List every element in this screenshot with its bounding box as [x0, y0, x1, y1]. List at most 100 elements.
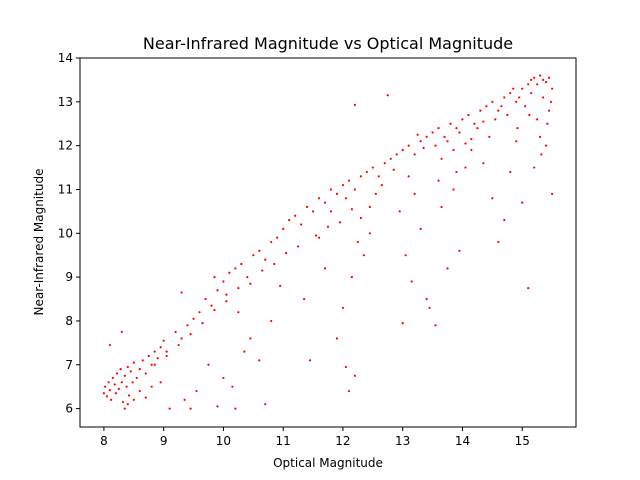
- data-point: [464, 142, 467, 145]
- data-point: [222, 280, 225, 283]
- data-point: [455, 170, 458, 174]
- data-point: [359, 216, 362, 220]
- data-point: [120, 330, 123, 333]
- data-point: [270, 240, 273, 244]
- data-point: [165, 350, 168, 353]
- data-point: [189, 407, 192, 410]
- data-point: [494, 118, 497, 121]
- data-point: [300, 223, 303, 226]
- data-point: [440, 157, 443, 160]
- data-point: [467, 113, 470, 117]
- data-point: [518, 96, 521, 99]
- x-tick-label: 11: [276, 434, 291, 448]
- data-point: [186, 324, 189, 327]
- x-tick-label: 12: [335, 434, 350, 448]
- chart-title: Near-Infrared Magnitude vs Optical Magni…: [143, 34, 513, 53]
- data-point: [117, 387, 120, 390]
- data-point: [144, 396, 147, 399]
- data-point: [551, 192, 554, 195]
- data-point: [359, 175, 362, 178]
- y-axis-label: Near-Infrared Magnitude: [32, 169, 46, 316]
- data-point: [503, 219, 506, 222]
- data-point: [398, 210, 401, 213]
- data-point: [389, 157, 392, 160]
- data-point: [246, 276, 249, 279]
- x-tick-label: 14: [455, 434, 470, 448]
- data-points: [102, 74, 554, 410]
- data-point: [153, 363, 156, 366]
- data-point: [308, 359, 312, 362]
- data-point: [443, 135, 446, 138]
- x-tick-label: 8: [100, 434, 108, 448]
- data-point: [108, 343, 111, 347]
- data-point: [168, 407, 171, 410]
- data-point: [479, 109, 482, 112]
- data-point: [115, 372, 119, 375]
- data-point: [177, 343, 180, 347]
- data-point: [528, 113, 531, 117]
- data-point: [431, 131, 434, 134]
- data-point: [470, 137, 473, 141]
- data-point: [419, 140, 422, 143]
- data-point: [374, 192, 377, 195]
- data-point: [350, 208, 353, 211]
- data-point: [539, 135, 542, 138]
- data-point: [243, 350, 246, 353]
- data-point: [395, 153, 398, 156]
- data-point: [491, 197, 494, 200]
- data-point: [392, 168, 395, 171]
- data-point: [249, 337, 252, 340]
- x-axis-ticks: 8 9 10 11 12 13 14 15: [100, 427, 530, 448]
- data-point: [458, 131, 461, 134]
- data-point: [335, 192, 339, 195]
- data-point: [216, 405, 219, 408]
- data-point: [264, 403, 267, 406]
- data-point: [119, 368, 122, 371]
- data-point: [350, 276, 353, 279]
- data-point: [180, 291, 183, 294]
- data-point: [132, 398, 135, 401]
- data-point: [288, 219, 291, 222]
- data-point: [419, 227, 422, 231]
- data-point: [449, 122, 452, 125]
- data-point: [323, 201, 327, 204]
- data-point: [273, 262, 276, 266]
- data-point: [294, 214, 297, 217]
- data-point: [131, 381, 134, 384]
- data-point: [323, 267, 327, 270]
- data-point: [521, 87, 524, 90]
- data-point: [542, 96, 545, 99]
- data-point: [102, 392, 105, 395]
- data-point: [437, 127, 440, 130]
- data-point: [413, 153, 416, 156]
- y-tick-label: 12: [58, 139, 73, 153]
- data-point: [549, 100, 553, 103]
- data-point: [234, 407, 237, 410]
- data-point: [551, 87, 554, 90]
- data-point: [258, 359, 261, 362]
- data-point: [536, 118, 539, 121]
- data-point: [204, 297, 207, 301]
- data-point: [386, 94, 389, 97]
- data-point: [434, 324, 437, 327]
- data-point: [401, 148, 404, 152]
- data-point: [503, 96, 506, 99]
- data-point: [317, 236, 321, 239]
- data-point: [113, 383, 116, 386]
- data-point: [279, 284, 282, 287]
- data-point: [104, 385, 107, 388]
- data-point: [270, 319, 273, 323]
- data-point: [516, 127, 519, 130]
- data-point: [446, 267, 449, 270]
- y-tick-label: 14: [58, 51, 73, 65]
- data-point: [222, 376, 225, 380]
- data-point: [515, 140, 518, 143]
- data-point: [533, 76, 536, 79]
- data-point: [353, 374, 356, 377]
- data-point: [165, 354, 168, 358]
- data-point: [144, 372, 147, 375]
- data-point: [329, 188, 333, 191]
- data-point: [512, 87, 515, 90]
- data-point: [225, 293, 228, 296]
